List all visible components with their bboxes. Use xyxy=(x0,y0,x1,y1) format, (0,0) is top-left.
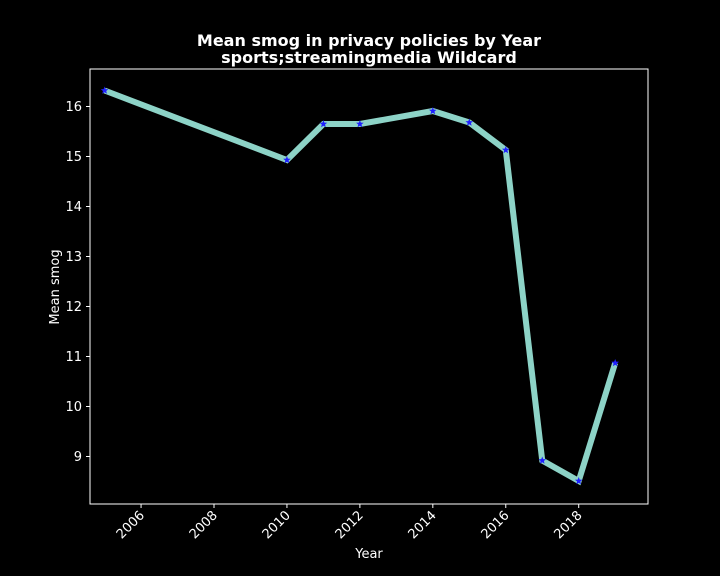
x-axis-label: Year xyxy=(354,547,383,562)
plot-area-frame xyxy=(89,68,649,505)
y-axis-ticks: 9 10 11 12 13 14 15 16 xyxy=(65,100,90,465)
data-point-marker xyxy=(429,107,437,115)
y-tick-label: 11 xyxy=(65,350,82,365)
y-axis-label: Mean smog xyxy=(48,249,63,324)
y-tick-label: 10 xyxy=(65,400,82,415)
series-line xyxy=(103,87,619,486)
data-point-marker xyxy=(538,456,547,464)
data-point-marker xyxy=(283,156,291,164)
y-tick-label: 9 xyxy=(74,450,82,465)
data-point-marker xyxy=(100,86,109,94)
y-tick-label: 15 xyxy=(65,150,82,165)
chart-subtitle: sports;streamingmedia Wildcard xyxy=(221,48,517,67)
data-point-marker xyxy=(319,120,328,128)
data-point-marker xyxy=(611,359,619,367)
series-layer xyxy=(100,86,619,486)
y-tick-label: 16 xyxy=(65,100,82,115)
y-tick-label: 14 xyxy=(65,200,82,215)
data-point-marker xyxy=(356,120,364,128)
data-point-marker xyxy=(501,146,510,154)
data-point-marker xyxy=(465,118,474,126)
y-tick-label: 12 xyxy=(65,300,82,315)
chart-title: Mean smog in privacy policies by Year xyxy=(197,31,541,50)
y-tick-label: 13 xyxy=(65,250,82,265)
data-point-marker xyxy=(574,477,583,485)
